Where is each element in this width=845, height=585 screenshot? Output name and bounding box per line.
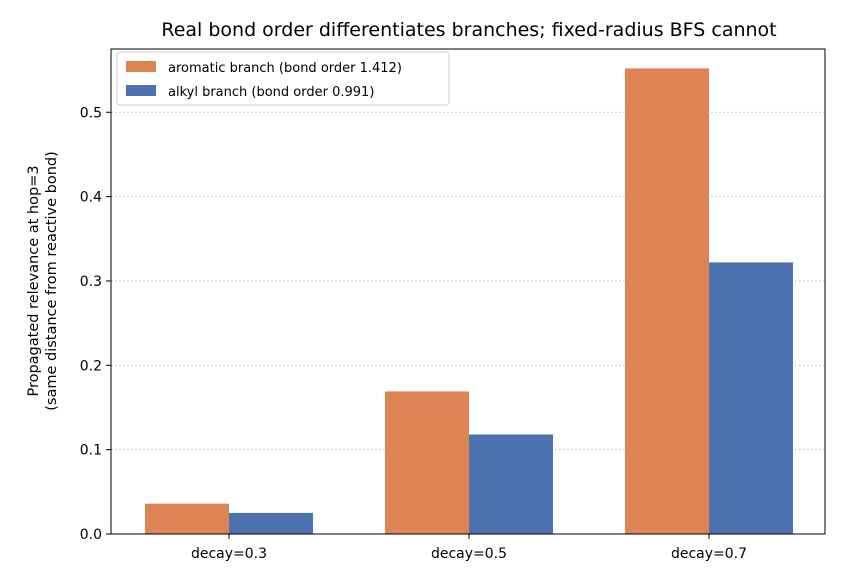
bar-aromatic (385, 391, 469, 534)
y-tick-label: 0.4 (80, 190, 102, 206)
legend-frame (116, 51, 450, 106)
y-axis-label: Propagated relevance at hop=3 (same dist… (26, 151, 60, 411)
ticks: 0.0 0.1 0.2 0.3 0.4 0.5 decay=0.3 decay=0.5 deca… (80, 105, 747, 562)
x-tick-label: decay=0.7 (671, 546, 747, 562)
y-tick-label: 0.1 (80, 443, 102, 459)
y-tick-label: 0.0 (80, 527, 102, 543)
bar-alkyl (229, 512, 313, 534)
x-tick-label: decay=0.5 (431, 546, 507, 562)
chart-title: Real bond order differentiates branches;… (161, 19, 776, 41)
x-tick-label: decay=0.3 (191, 546, 267, 562)
legend-label-alkyl: alkyl branch (bond order 0.991) (168, 85, 374, 100)
bar-alkyl (709, 262, 793, 534)
bar-alkyl (469, 434, 553, 534)
legend-label-aromatic: aromatic branch (bond order 1.412) (168, 61, 402, 76)
plot-frame (110, 48, 826, 535)
y-tick-label: 0.2 (80, 358, 102, 374)
legend-swatch-aromatic (126, 61, 156, 72)
legend-swatch-alkyl (126, 85, 156, 96)
bar-aromatic (625, 68, 709, 535)
bar-aromatic (145, 503, 229, 534)
axes (110, 48, 826, 535)
legend: aromatic branch (bond order 1.412) alkyl… (116, 51, 450, 106)
y-tick-label: 0.5 (80, 105, 102, 121)
bars (145, 68, 793, 535)
y-axis-label-line-2: (same distance from reactive bond) (44, 151, 60, 411)
y-axis-label-line-1: Propagated relevance at hop=3 (26, 165, 42, 396)
y-tick-label: 0.3 (80, 274, 102, 290)
